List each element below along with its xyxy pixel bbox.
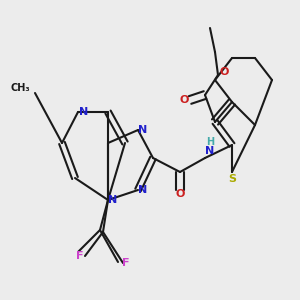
Text: N: N bbox=[80, 107, 88, 117]
Text: O: O bbox=[179, 95, 189, 105]
Text: N: N bbox=[108, 195, 118, 205]
Text: N: N bbox=[138, 125, 148, 135]
Text: S: S bbox=[228, 174, 236, 184]
Text: N: N bbox=[138, 185, 148, 195]
Text: O: O bbox=[175, 189, 185, 199]
Text: N: N bbox=[206, 146, 214, 156]
Text: F: F bbox=[76, 251, 84, 261]
Text: CH₃: CH₃ bbox=[11, 83, 30, 93]
Text: F: F bbox=[122, 258, 130, 268]
Text: H: H bbox=[206, 137, 214, 147]
Text: O: O bbox=[219, 67, 229, 77]
